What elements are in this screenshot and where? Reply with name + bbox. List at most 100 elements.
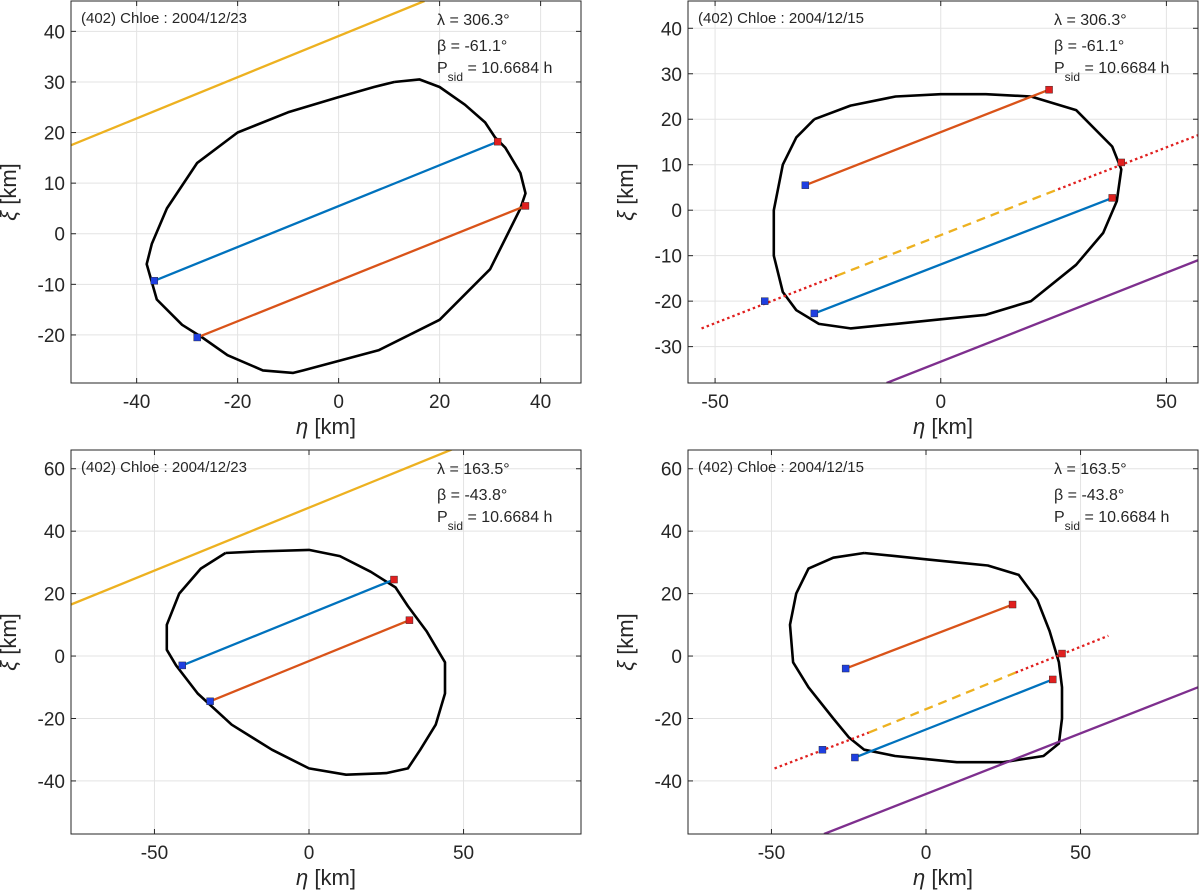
x-tick-label: 20 xyxy=(429,392,450,413)
period-value: = 10.6684 h xyxy=(1080,509,1169,526)
y-axis-unit: [km] xyxy=(613,613,638,661)
y-axis-symbol: ξ xyxy=(0,210,21,221)
asteroid-shape-outline xyxy=(788,551,1064,764)
panel-title: (402) Chloe : 2004/12/23 xyxy=(81,459,247,476)
y-tick-label: -10 xyxy=(38,275,65,296)
chord-line-1 xyxy=(181,578,395,667)
chord-endpoint-marker xyxy=(1117,158,1125,167)
beta-label: β = -61.1° xyxy=(437,38,507,55)
chord-line-1 xyxy=(845,603,1013,670)
y-tick-label: 40 xyxy=(661,19,682,40)
beta-label: β = -61.1° xyxy=(1054,38,1124,55)
y-axis-label: ξ [km] xyxy=(0,613,21,671)
y-tick-label: 0 xyxy=(671,647,682,668)
y-tick-label: 20 xyxy=(661,110,682,131)
period-subscript: sid xyxy=(1065,70,1080,84)
axes-frame xyxy=(687,0,1199,384)
chord-endpoint-marker xyxy=(521,202,530,210)
x-tick-label: -50 xyxy=(758,843,785,864)
period-subscript: sid xyxy=(448,70,463,84)
x-tick-label: 50 xyxy=(453,843,474,864)
chord-endpoint-marker xyxy=(801,181,810,189)
y-tick-label: 20 xyxy=(44,124,65,145)
lambda-label: λ = 163.5° xyxy=(1054,461,1127,478)
chord-endpoint-marker xyxy=(1108,194,1116,202)
beta-label: β = -43.8° xyxy=(437,487,507,504)
x-tick-label: 40 xyxy=(530,392,551,413)
y-tick-label: 20 xyxy=(661,585,682,606)
y-tick-label: 10 xyxy=(661,156,682,177)
period-symbol: P xyxy=(1054,60,1065,77)
x-axis-symbol: η xyxy=(296,414,308,439)
x-tick-label: 0 xyxy=(935,392,946,413)
lambda-label: λ = 306.3° xyxy=(437,12,510,29)
axes-frame xyxy=(687,449,1199,835)
x-tick-label: -50 xyxy=(141,843,168,864)
y-tick-label: 40 xyxy=(44,22,65,43)
chord-line-6 xyxy=(886,259,1198,383)
chord-line-2 xyxy=(854,678,1054,759)
y-tick-label: -20 xyxy=(655,709,682,730)
x-axis-symbol: η xyxy=(913,865,925,890)
y-tick-label: 10 xyxy=(44,174,65,195)
data-area xyxy=(71,450,454,777)
x-tick-label: 0 xyxy=(333,392,344,413)
x-axis-unit: [km] xyxy=(925,865,973,890)
y-tick-label: -30 xyxy=(655,338,682,359)
panel-title: (402) Chloe : 2004/12/23 xyxy=(81,10,247,27)
y-axis-label: ξ [km] xyxy=(613,163,638,221)
y-tick-label: 0 xyxy=(671,201,682,222)
y-tick-label: 0 xyxy=(54,225,65,246)
period-value: = 10.6684 h xyxy=(463,509,552,526)
chord-endpoint-marker xyxy=(1058,649,1066,658)
data-area xyxy=(701,85,1198,383)
chord-line-6 xyxy=(823,686,1198,834)
y-tick-label: 0 xyxy=(54,647,65,668)
grid xyxy=(71,450,581,834)
asteroid-shape-outline xyxy=(165,548,447,777)
axes-frame xyxy=(70,0,582,384)
chord-line-4 xyxy=(868,671,1017,734)
chord-line-1 xyxy=(153,140,499,282)
x-axis-label: η [km] xyxy=(913,414,973,439)
x-tick-label: 50 xyxy=(1156,392,1177,413)
asteroid-shape-outline xyxy=(772,92,1123,330)
chord-endpoint-marker xyxy=(851,753,859,762)
x-axis-label: η [km] xyxy=(296,865,356,890)
period-subscript: sid xyxy=(448,519,463,533)
lambda-label: λ = 306.3° xyxy=(1054,12,1127,29)
y-tick-label: 60 xyxy=(661,460,682,481)
x-axis-label: η [km] xyxy=(296,414,356,439)
x-tick-label: 50 xyxy=(1070,843,1091,864)
asteroid-shape-outline xyxy=(145,78,527,375)
y-axis-label: ξ [km] xyxy=(613,613,638,671)
y-tick-label: 30 xyxy=(44,73,65,94)
chord-endpoint-marker xyxy=(1008,600,1017,609)
chord-endpoint-marker xyxy=(761,297,769,305)
plot-background xyxy=(688,1,1198,383)
axes-frame xyxy=(70,449,582,835)
chord-line-3 xyxy=(71,1,425,147)
beta-label: β = -43.8° xyxy=(1054,487,1124,504)
chord-endpoint-marker xyxy=(1049,675,1057,684)
y-axis-unit: [km] xyxy=(613,163,638,211)
chord-line-2 xyxy=(813,196,1113,315)
chord-line-2 xyxy=(209,619,410,703)
y-tick-label: -20 xyxy=(38,326,65,347)
chord-endpoint-marker xyxy=(1045,85,1053,94)
plot-background xyxy=(71,1,581,383)
lambda-label: λ = 163.5° xyxy=(437,461,510,478)
chord-endpoint-marker xyxy=(178,661,186,670)
x-tick-label: -20 xyxy=(224,392,251,413)
x-axis-symbol: η xyxy=(913,414,925,439)
period-subscript: sid xyxy=(1065,519,1080,533)
x-axis-unit: [km] xyxy=(925,414,973,439)
grid xyxy=(688,1,1198,383)
x-tick-label: -40 xyxy=(123,392,150,413)
y-axis-symbol: ξ xyxy=(613,210,638,221)
period-symbol: P xyxy=(437,509,448,526)
chord-endpoint-marker xyxy=(841,664,850,673)
